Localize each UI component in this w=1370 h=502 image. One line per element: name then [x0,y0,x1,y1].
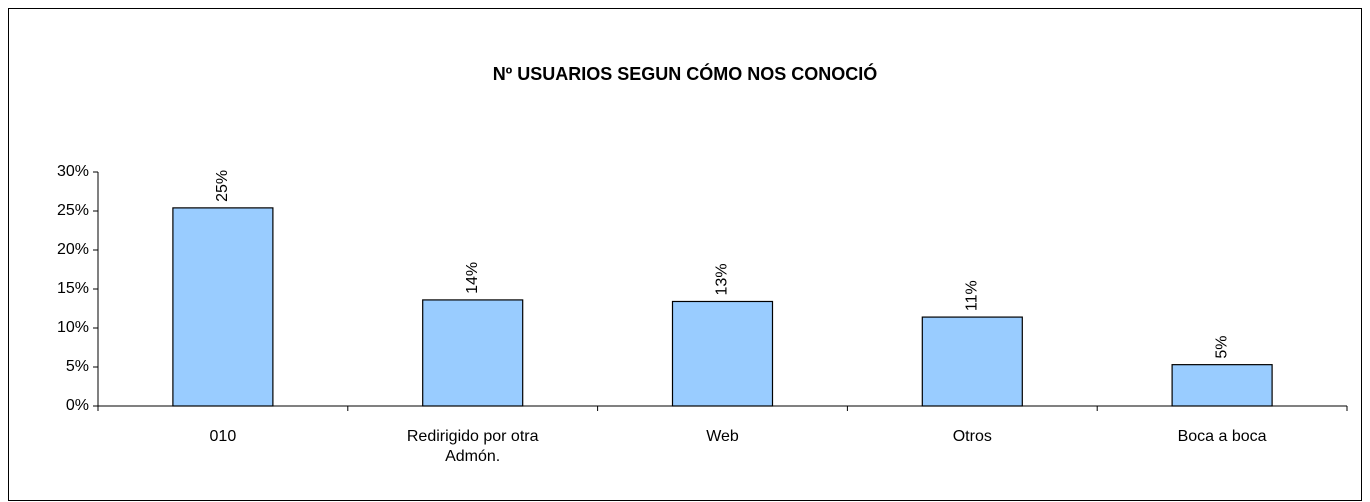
bar [921,316,1023,407]
bar [172,207,274,407]
x-tick-label: 010 [209,428,237,445]
y-tick-label: 20% [57,241,89,258]
y-tick-label: 10% [57,319,89,336]
bar [422,299,524,407]
data-label: 14% [464,262,481,294]
y-tick-label: 5% [66,358,89,375]
y-tick-label: 30% [57,163,89,180]
y-tick-label: 25% [57,202,89,219]
x-tick-label: Boca a boca [1177,428,1267,445]
y-tick-label: 15% [57,280,89,297]
data-label: 25% [214,170,231,202]
chart-border [8,8,1362,501]
x-tick-label: Web [706,428,739,445]
y-tick-label: 0% [66,397,89,414]
chart-title: Nº USUARIOS SEGUN CÓMO NOS CONOCIÓ [493,63,878,84]
bar [671,300,774,407]
data-label: 11% [964,280,981,311]
x-tick-label: Redirigido por otra Admón. [406,428,539,465]
bar [1171,364,1273,407]
data-label: 13% [714,263,731,295]
x-tick-label: Otros [952,428,992,445]
data-label: 5% [1213,336,1230,359]
